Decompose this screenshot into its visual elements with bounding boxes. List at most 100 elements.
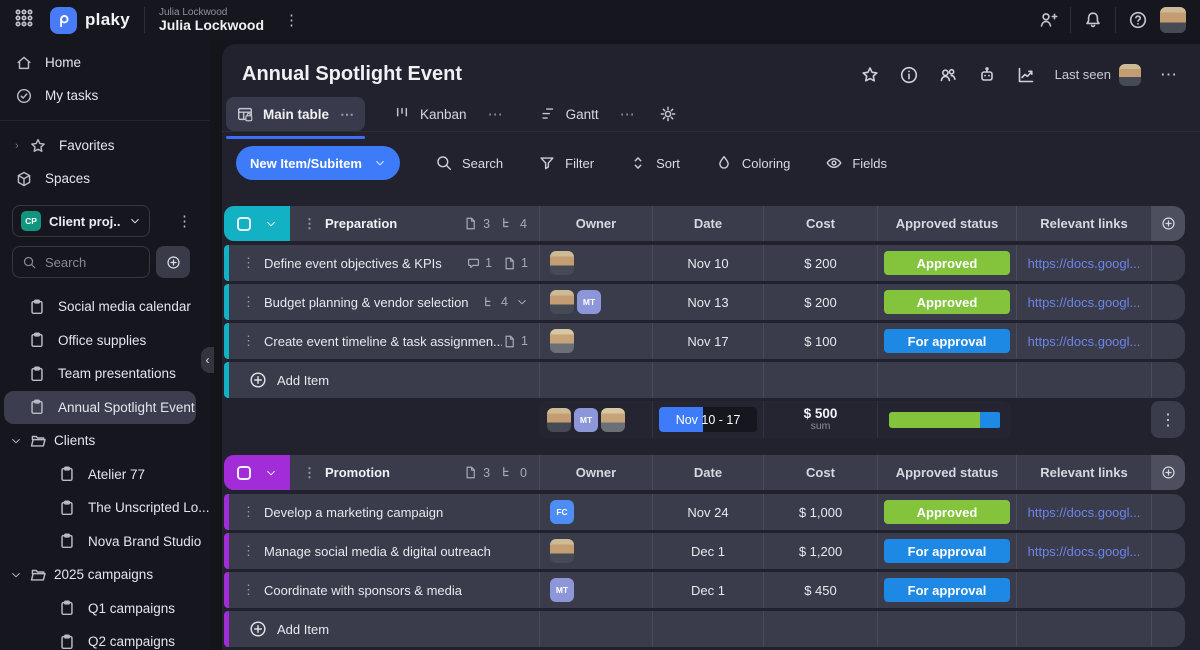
item-name[interactable]: Manage social media & digital outreach [264, 543, 491, 559]
coloring-action[interactable]: Coloring [715, 154, 790, 172]
relevant-link[interactable]: https://docs.googl... [1027, 543, 1141, 559]
relevant-link[interactable]: https://docs.googl... [1027, 333, 1141, 349]
column-header-cost[interactable]: Cost [763, 206, 877, 241]
plaky-logo-icon[interactable] [50, 6, 77, 34]
add-board-button[interactable] [156, 246, 190, 278]
column-header-approved-status[interactable]: Approved status [877, 206, 1016, 241]
drag-handle-icon[interactable]: ⋮ [242, 582, 255, 598]
cell-cost[interactable]: $ 200 [763, 284, 877, 320]
sidebar-item-clients-folder[interactable]: Clients [0, 424, 210, 458]
favorite-star-icon[interactable] [860, 65, 880, 85]
cell-owner[interactable] [539, 533, 652, 569]
group-select-control[interactable] [224, 455, 290, 490]
group-checkbox[interactable] [237, 465, 252, 480]
status-badge[interactable]: Approved [884, 251, 1010, 275]
chevron-down-icon[interactable] [516, 296, 528, 308]
summary-menu-icon[interactable]: ⋮ [1151, 401, 1185, 438]
item-name[interactable]: Define event objectives & KPIs [264, 255, 442, 271]
filter-action[interactable]: Filter [538, 154, 594, 172]
drag-handle-icon[interactable]: ⋮ [303, 464, 316, 480]
sidebar-item-my-tasks[interactable]: My tasks [0, 79, 210, 112]
tab-menu-icon[interactable]: ⋯ [487, 106, 504, 123]
cell-date[interactable]: Dec 1 [652, 533, 763, 569]
item-meta[interactable]: 1 1 [466, 256, 539, 271]
cell-date[interactable]: Nov 17 [652, 323, 763, 359]
search-action[interactable]: Search [435, 154, 503, 172]
group-name[interactable]: Preparation [325, 216, 398, 231]
relevant-link[interactable]: https://docs.googl... [1027, 255, 1141, 271]
sidebar-item-team-presentations[interactable]: Team presentations [0, 357, 210, 391]
group-collapse-chevron-icon[interactable] [265, 218, 277, 230]
column-header-owner[interactable]: Owner [539, 206, 652, 241]
view-settings-gear-icon[interactable] [659, 105, 677, 123]
cell-cost[interactable]: $ 100 [763, 323, 877, 359]
group-name[interactable]: Promotion [325, 465, 390, 480]
tab-menu-icon[interactable]: ⋯ [619, 106, 636, 123]
sidebar-item-home[interactable]: Home [0, 46, 210, 79]
drag-handle-icon[interactable]: ⋮ [242, 294, 255, 310]
board-menu-icon[interactable]: ⋯ [1160, 64, 1178, 84]
sidebar-item-office-supplies[interactable]: Office supplies [0, 324, 210, 358]
notifications-bell-icon[interactable] [1079, 6, 1107, 34]
summary-date[interactable]: Nov 10 - 17 [652, 401, 763, 438]
sidebar-item-spaces[interactable]: Spaces [0, 162, 210, 195]
cell-cost[interactable]: $ 1,000 [763, 494, 877, 530]
drag-handle-icon[interactable]: ⋮ [242, 333, 255, 349]
relevant-link[interactable]: https://docs.googl... [1027, 504, 1141, 520]
drag-handle-icon[interactable]: ⋮ [303, 215, 316, 231]
relevant-link[interactable]: https://docs.googl... [1027, 294, 1141, 310]
status-badge[interactable]: For approval [884, 578, 1010, 602]
help-icon[interactable] [1124, 6, 1152, 34]
status-badge[interactable]: Approved [884, 500, 1010, 524]
add-item-button[interactable]: Add Item [224, 611, 539, 647]
new-item-button[interactable]: New Item/Subitem [236, 146, 400, 180]
column-header-date[interactable]: Date [652, 455, 763, 490]
workspace-switcher[interactable]: Julia Lockwood Julia Lockwood [159, 7, 264, 33]
cell-owner[interactable] [539, 245, 652, 281]
drag-handle-icon[interactable]: ⋮ [242, 255, 255, 271]
drag-handle-icon[interactable]: ⋮ [242, 504, 255, 520]
apps-grid-icon[interactable] [14, 8, 34, 33]
add-column-button[interactable] [1151, 455, 1185, 490]
user-avatar[interactable] [1160, 7, 1186, 33]
invite-user-icon[interactable] [1034, 6, 1062, 34]
sidebar-item-nova-brand-studio[interactable]: Nova Brand Studio [0, 525, 210, 559]
info-icon[interactable] [899, 65, 919, 85]
sort-action[interactable]: Sort [629, 154, 680, 172]
last-seen[interactable]: Last seen [1055, 63, 1141, 86]
sidebar-item-favorites[interactable]: › Favorites [0, 129, 210, 162]
item-meta[interactable]: 4 [482, 295, 539, 310]
item-name[interactable]: Develop a marketing campaign [264, 504, 444, 520]
workspace-selector[interactable]: CP Client proj... [12, 205, 150, 237]
item-name[interactable]: Create event timeline & task assignmen..… [264, 333, 503, 349]
members-icon[interactable] [938, 65, 958, 85]
sidebar-item-social-media-calendar[interactable]: Social media calendar [0, 290, 210, 324]
insights-chart-icon[interactable] [1016, 65, 1036, 85]
cell-date[interactable]: Nov 10 [652, 245, 763, 281]
cell-cost[interactable]: $ 450 [763, 572, 877, 608]
tab-gantt[interactable]: Gantt [529, 97, 609, 131]
tab-main-table[interactable]: Main table ⋯ [226, 97, 366, 139]
column-header-cost[interactable]: Cost [763, 455, 877, 490]
column-header-approved-status[interactable]: Approved status [877, 455, 1016, 490]
search-input[interactable] [45, 254, 135, 270]
fields-action[interactable]: Fields [825, 154, 887, 172]
status-badge[interactable]: For approval [884, 329, 1010, 353]
item-name[interactable]: Coordinate with sponsors & media [264, 582, 462, 598]
tab-kanban[interactable]: Kanban [383, 97, 477, 131]
automation-robot-icon[interactable] [977, 65, 997, 85]
sidebar-item-q1-campaigns[interactable]: Q1 campaigns [0, 592, 210, 626]
item-name[interactable]: Budget planning & vendor selection [264, 294, 469, 310]
add-column-button[interactable] [1151, 206, 1185, 241]
cell-cost[interactable]: $ 200 [763, 245, 877, 281]
group-checkbox[interactable] [237, 216, 252, 231]
add-item-button[interactable]: Add Item [224, 362, 539, 398]
cell-date[interactable]: Dec 1 [652, 572, 763, 608]
workspace-options-icon[interactable]: ⋮ [177, 212, 192, 230]
item-meta[interactable]: 1 [502, 334, 539, 349]
status-badge[interactable]: For approval [884, 539, 1010, 563]
summary-status[interactable] [877, 401, 1011, 438]
column-header-relevant-links[interactable]: Relevant links [1016, 455, 1151, 490]
tab-menu-icon[interactable]: ⋯ [340, 105, 356, 122]
cell-date[interactable]: Nov 24 [652, 494, 763, 530]
